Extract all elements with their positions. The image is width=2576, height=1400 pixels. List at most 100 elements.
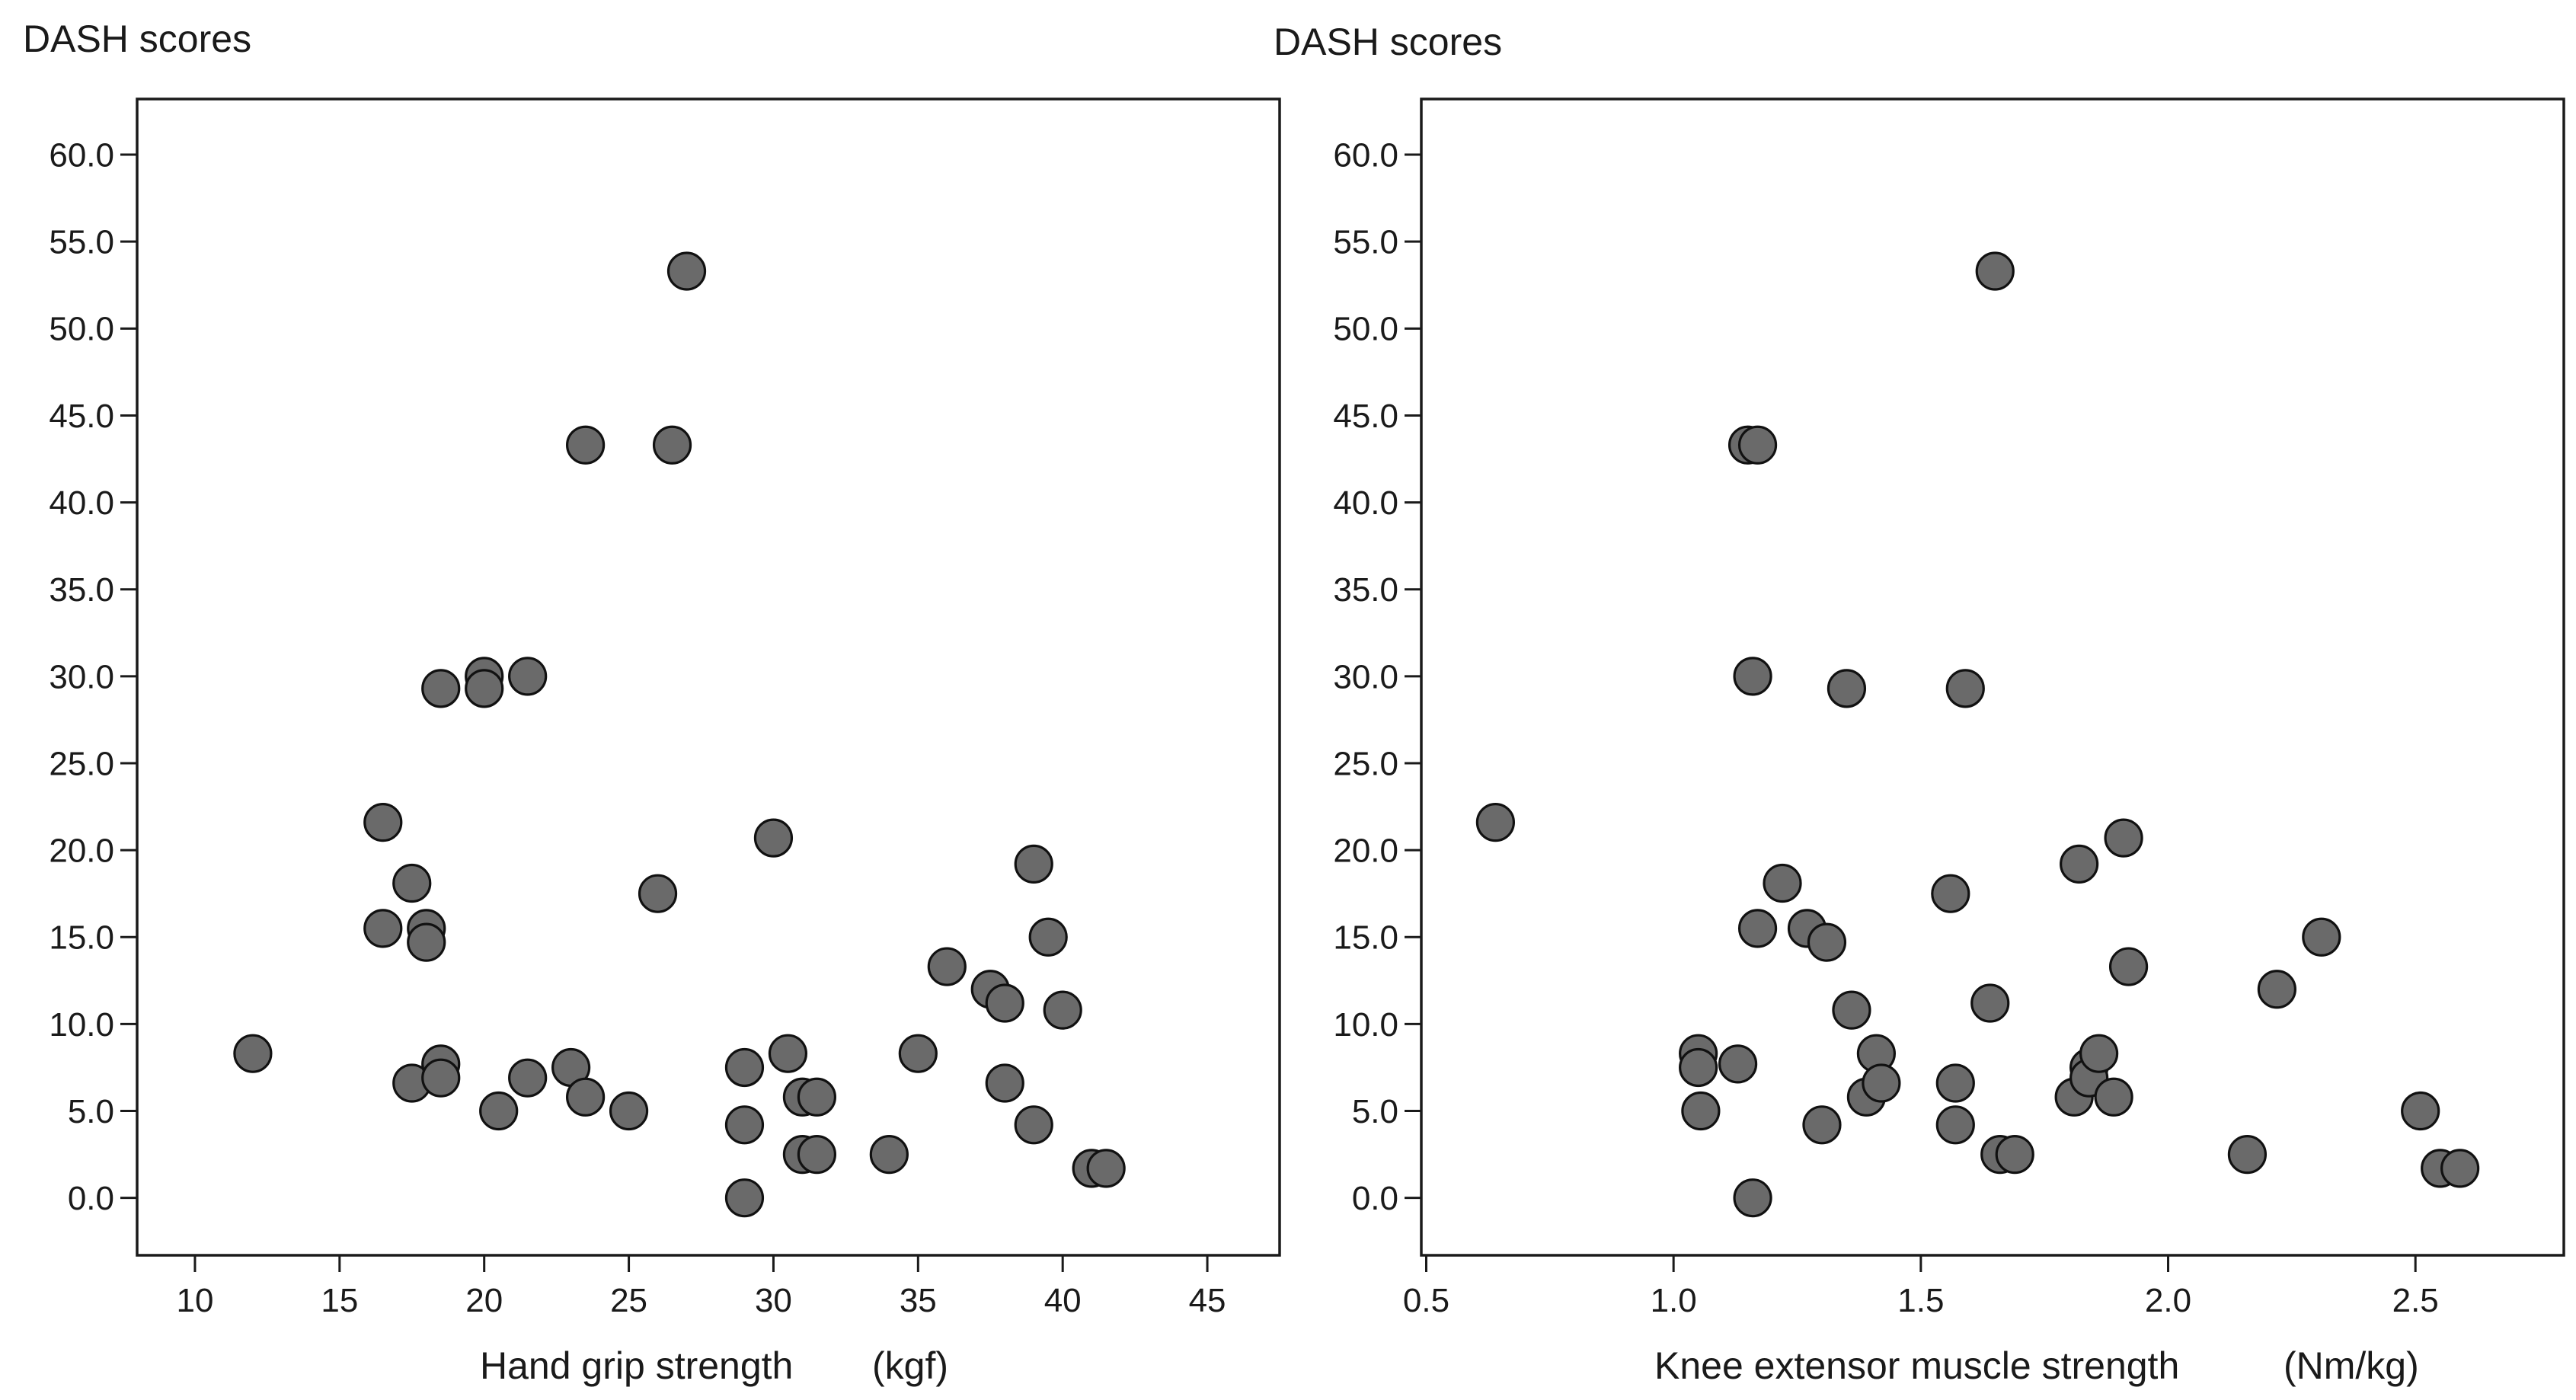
x-tick-label: 30	[755, 1282, 792, 1319]
data-point	[1014, 1105, 1053, 1145]
y-axis: 0.0 5.0 10.0 15.0 20.0 25.0 30.0 35.0 40.0 45.0 50…	[49, 136, 137, 1217]
data-point	[609, 1091, 649, 1131]
y-tick-label: 40.0	[49, 484, 114, 522]
data-point	[1832, 990, 1871, 1030]
data-point	[1014, 844, 1053, 884]
data-point	[363, 909, 403, 948]
data-point	[869, 1135, 909, 1175]
data-point	[666, 251, 707, 291]
data-point	[2094, 1077, 2133, 1117]
data-point	[1945, 669, 1985, 708]
data-point	[2079, 1034, 2119, 1073]
data-point	[2060, 844, 2099, 884]
data-point	[1733, 657, 1772, 696]
data-point	[724, 1047, 765, 1088]
x-tick-label: 45	[1189, 1282, 1226, 1319]
knee-extensor-chart: DASH scores 0.0 5.0 10.0 15.0 20.0 25.0 30.0 35…	[1274, 21, 2565, 1387]
data-point	[566, 1077, 606, 1117]
y-tick-label: 15.0	[1333, 919, 1398, 957]
data-point	[797, 1077, 837, 1117]
data-point	[1827, 669, 1867, 708]
data-points	[233, 251, 1126, 1218]
x-tick-label: 2.5	[2392, 1282, 2439, 1319]
data-point	[1763, 863, 1802, 903]
x-axis-unit: (Nm/kg)	[2284, 1344, 2419, 1387]
data-point	[2440, 1149, 2480, 1188]
data-point	[566, 425, 606, 465]
y-tick-label: 60.0	[1333, 136, 1398, 174]
data-point	[638, 874, 678, 913]
data-point	[1679, 1047, 1718, 1088]
data-point	[1935, 1105, 1975, 1145]
y-tick-label: 25.0	[1333, 745, 1398, 782]
x-tick-label: 1.0	[1651, 1282, 1697, 1319]
y-tick-label: 55.0	[49, 224, 114, 261]
x-tick-label: 25	[610, 1282, 647, 1319]
data-point	[363, 803, 403, 842]
y-tick-label: 5.0	[68, 1093, 114, 1130]
data-point	[508, 1058, 548, 1098]
y-tick-label: 55.0	[1333, 224, 1398, 261]
data-point	[233, 1034, 273, 1073]
y-tick-label: 5.0	[1352, 1093, 1398, 1130]
x-axis-unit: (kgf)	[872, 1344, 948, 1387]
x-tick-label: 20	[465, 1282, 503, 1319]
data-point	[1931, 874, 1970, 913]
y-tick-label: 30.0	[49, 658, 114, 695]
y-axis-title: DASH scores	[23, 18, 251, 60]
data-point	[479, 1091, 519, 1131]
x-tick-label: 0.5	[1403, 1282, 1449, 1319]
data-point	[1862, 1063, 1901, 1103]
data-point	[421, 1058, 461, 1098]
data-point	[724, 1105, 765, 1145]
y-tick-label: 15.0	[49, 919, 114, 957]
y-tick-label: 45.0	[49, 398, 114, 435]
data-point	[2257, 970, 2296, 1009]
y-tick-label: 0.0	[1352, 1180, 1398, 1217]
x-tick-label: 1.5	[1897, 1282, 1944, 1319]
y-tick-label: 10.0	[49, 1006, 114, 1044]
x-tick-label: 35	[900, 1282, 937, 1319]
data-point	[753, 818, 794, 858]
data-point	[1995, 1135, 2034, 1175]
y-tick-label: 10.0	[1333, 1006, 1398, 1044]
data-point	[2227, 1135, 2268, 1175]
data-point	[985, 1063, 1024, 1103]
data-point	[2104, 818, 2143, 858]
data-point	[797, 1135, 837, 1175]
data-point	[465, 669, 504, 708]
data-point	[1975, 251, 2015, 291]
data-point	[1970, 983, 2010, 1023]
data-point	[1733, 1178, 1772, 1218]
x-tick-label: 2.0	[2145, 1282, 2191, 1319]
data-point	[2401, 1091, 2440, 1131]
data-point	[1802, 1105, 1842, 1145]
data-point	[724, 1178, 765, 1218]
data-point	[1807, 922, 1847, 962]
data-point	[1718, 1044, 1758, 1084]
data-point	[407, 922, 446, 962]
y-tick-label: 45.0	[1333, 398, 1398, 435]
hand-grip-chart: DASH scores 0.0 5.0 10.0 15.0 20.0 25.0 30.0 35…	[23, 18, 1281, 1387]
x-axis-title: Hand grip strength	[480, 1344, 793, 1387]
y-axis: 0.0 5.0 10.0 15.0 20.0 25.0 30.0 35.0 40.0 45.0 50…	[1333, 136, 1421, 1217]
data-point	[898, 1034, 938, 1073]
y-tick-label: 35.0	[1333, 571, 1398, 609]
y-tick-label: 20.0	[1333, 833, 1398, 870]
x-axis-title: Knee extensor muscle strength	[1654, 1344, 2179, 1387]
y-tick-label: 50.0	[1333, 311, 1398, 348]
x-tick-label: 40	[1044, 1282, 1082, 1319]
data-point	[768, 1034, 808, 1073]
y-tick-label: 50.0	[49, 311, 114, 348]
data-point	[1737, 425, 1778, 465]
data-point	[985, 983, 1024, 1023]
x-tick-label: 15	[321, 1282, 358, 1319]
data-point	[1043, 990, 1082, 1030]
y-tick-label: 20.0	[49, 833, 114, 870]
y-tick-label: 25.0	[49, 745, 114, 782]
data-point	[392, 863, 432, 903]
y-tick-label: 60.0	[49, 136, 114, 174]
data-point	[1086, 1149, 1126, 1188]
data-point	[1737, 909, 1778, 948]
